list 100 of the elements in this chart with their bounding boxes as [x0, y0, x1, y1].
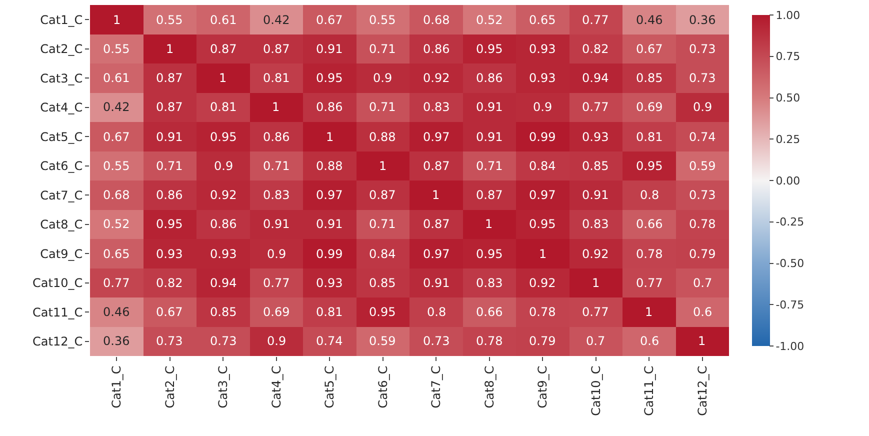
data-label: 0.88 — [369, 130, 396, 144]
color-bar-label: 0.50 — [776, 92, 800, 105]
data-label: 0.91 — [582, 188, 609, 202]
data-label: 0.9 — [267, 247, 286, 261]
data-label: 0.91 — [316, 217, 343, 231]
data-label: 0.92 — [582, 247, 609, 261]
x-tick-label: Cat5_C — [322, 366, 337, 408]
data-label: 0.84 — [369, 247, 396, 261]
data-label: 0.87 — [156, 71, 183, 85]
data-label: 0.8 — [427, 305, 446, 319]
data-label: 0.83 — [476, 276, 503, 290]
data-label: 0.77 — [103, 276, 130, 290]
data-label: 0.81 — [316, 305, 343, 319]
data-label: 0.73 — [423, 334, 450, 348]
data-label: 0.81 — [636, 130, 663, 144]
data-label: 0.81 — [210, 100, 237, 114]
x-tick-label: Cat2_C — [162, 366, 177, 408]
color-bar-label: -0.50 — [776, 257, 804, 270]
data-label: 0.86 — [156, 188, 183, 202]
data-label: 0.91 — [476, 130, 503, 144]
x-tick-label: Cat12_C — [695, 366, 710, 416]
data-label: 0.55 — [369, 13, 396, 27]
y-tick-label: Cat10_C — [32, 276, 83, 290]
x-tick-label: Cat8_C — [482, 366, 496, 408]
data-label: 0.93 — [582, 130, 609, 144]
y-tick-label: Cat9_C — [40, 246, 83, 261]
data-label: 0.52 — [476, 13, 503, 27]
data-label: 0.95 — [529, 217, 556, 231]
data-label: 0.71 — [369, 217, 396, 231]
data-label: 0.85 — [582, 159, 609, 173]
data-label: 1 — [539, 247, 547, 261]
data-label: 0.9 — [693, 100, 712, 114]
y-tick-label: Cat11_C — [32, 305, 83, 320]
data-label: 0.55 — [103, 42, 130, 56]
data-label: 0.59 — [369, 334, 396, 348]
color-bar-label: 0.25 — [776, 132, 800, 146]
y-tick-label: Cat6_C — [40, 159, 83, 174]
data-label: 0.86 — [263, 130, 290, 144]
data-label: 0.95 — [636, 159, 663, 173]
data-label: 0.8 — [640, 188, 660, 202]
data-label: 0.6 — [640, 334, 660, 348]
data-label: 0.42 — [103, 100, 130, 114]
data-label: 1 — [326, 130, 334, 144]
y-tick-label: Cat2_C — [40, 42, 83, 56]
x-tick-label: Cat9_C — [536, 366, 550, 408]
data-label: 0.65 — [103, 247, 130, 261]
data-label: 0.6 — [693, 305, 712, 319]
x-tick-label: Cat7_C — [429, 366, 444, 408]
data-label: 0.92 — [529, 276, 556, 290]
data-label: 0.77 — [636, 276, 663, 290]
data-label: 0.95 — [156, 217, 183, 231]
data-label: 0.71 — [263, 159, 290, 173]
x-tick-label: Cat6_C — [376, 366, 390, 408]
data-label: 0.86 — [210, 217, 237, 231]
data-label: 0.95 — [476, 42, 503, 56]
data-label: 0.46 — [103, 305, 130, 319]
data-label: 1 — [698, 334, 706, 348]
data-label: 0.93 — [156, 247, 183, 261]
data-label: 0.52 — [103, 217, 130, 231]
data-label: 0.73 — [210, 334, 237, 348]
data-label: 0.67 — [103, 130, 130, 144]
data-label: 0.87 — [156, 100, 183, 114]
color-bar-label: -0.25 — [776, 216, 804, 229]
data-label: 0.95 — [210, 130, 237, 144]
data-label: 0.66 — [636, 217, 663, 231]
data-label: 0.73 — [689, 71, 716, 85]
data-label: 0.78 — [636, 247, 663, 261]
data-label: 0.77 — [582, 305, 609, 319]
y-tick-label: Cat12_C — [32, 334, 83, 349]
data-label: 1 — [592, 276, 600, 290]
data-label: 0.93 — [529, 71, 556, 85]
data-label: 0.67 — [316, 13, 343, 27]
data-label: 0.81 — [263, 71, 290, 85]
data-label: 0.87 — [369, 188, 396, 202]
color-bar-label: 0.75 — [776, 50, 800, 64]
data-label: 0.9 — [214, 159, 234, 173]
data-label: 0.87 — [210, 42, 237, 56]
data-label: 0.68 — [103, 188, 130, 202]
data-label: 0.85 — [636, 71, 663, 85]
data-label: 1 — [219, 71, 227, 85]
x-tick-label: Cat11_C — [642, 366, 656, 416]
data-label: 0.91 — [423, 276, 450, 290]
y-tick-label: Cat8_C — [40, 218, 83, 232]
data-label: 0.79 — [529, 334, 556, 348]
data-label: 0.67 — [156, 305, 183, 319]
data-label: 0.95 — [316, 71, 343, 85]
data-label: 0.69 — [636, 100, 663, 114]
x-tick-label: Cat3_C — [216, 366, 230, 408]
data-label: 0.61 — [103, 71, 130, 85]
data-label: 0.67 — [636, 42, 663, 56]
data-label: 0.99 — [529, 130, 556, 144]
data-label: 0.99 — [316, 247, 343, 261]
data-label: 0.83 — [582, 217, 609, 231]
data-label: 1 — [645, 305, 653, 319]
data-label: 0.61 — [210, 13, 237, 27]
data-label: 0.7 — [693, 276, 712, 290]
data-label: 0.87 — [263, 42, 290, 56]
color-bar-label: -0.75 — [776, 298, 804, 312]
data-label: 0.46 — [636, 13, 663, 27]
data-label: 0.78 — [529, 305, 556, 319]
